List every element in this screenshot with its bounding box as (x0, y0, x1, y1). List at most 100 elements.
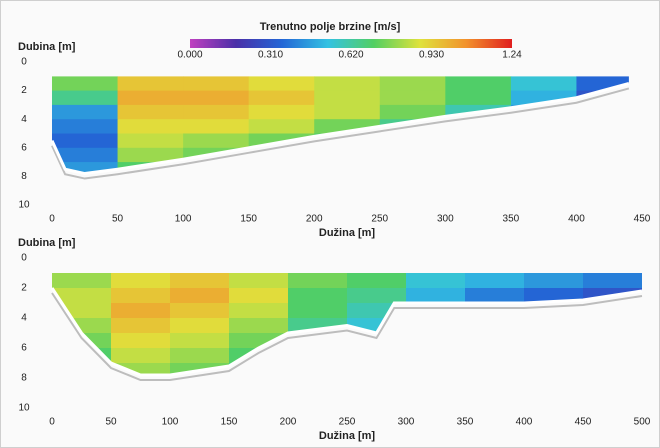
x-tick-label: 350 (457, 417, 474, 428)
velocity-cell (445, 76, 512, 92)
x-tick-label: 450 (575, 417, 592, 428)
x-tick-label: 150 (221, 417, 238, 428)
velocity-cell (170, 318, 230, 334)
velocity-cell (229, 318, 289, 334)
x-tick-label: 50 (105, 417, 117, 428)
x-tick-label: 500 (634, 417, 651, 428)
velocity-cell (52, 90, 119, 106)
velocity-cell (183, 119, 250, 134)
colorbar-tick-label: 0.000 (177, 50, 202, 61)
colorbar-tick-label: 0.930 (419, 50, 444, 61)
x-tick-label: 0 (49, 214, 55, 225)
velocity-cell (117, 119, 184, 134)
x-tick-label: 50 (112, 214, 124, 225)
velocity-cell (314, 90, 381, 106)
velocity-cell (52, 133, 119, 149)
velocity-cell (465, 288, 525, 304)
velocity-cell (445, 90, 512, 106)
velocity-cell (117, 76, 184, 92)
velocity-cell (379, 90, 446, 106)
velocity-cell (170, 333, 230, 349)
y-tick-label: 6 (21, 343, 27, 354)
velocity-cell (347, 273, 407, 289)
y-tick-label: 2 (21, 85, 27, 96)
velocity-cell (111, 333, 171, 349)
velocity-cell (111, 288, 171, 304)
velocity-cell (229, 273, 289, 289)
colorbar-tick-label: 0.310 (258, 50, 283, 61)
x-tick-label: 100 (175, 214, 192, 225)
velocity-cell (347, 288, 407, 304)
x-tick-label: 150 (240, 214, 257, 225)
x-tick-label: 100 (162, 417, 179, 428)
velocity-cell (52, 147, 119, 163)
velocity-cell (183, 104, 250, 120)
velocity-cell (314, 76, 381, 92)
velocity-cell (117, 90, 184, 106)
velocity-cell (52, 288, 112, 304)
velocity-cell (229, 303, 289, 319)
velocity-cell (406, 288, 466, 304)
bed-line (50, 82, 630, 176)
y-tick-label: 10 (18, 200, 30, 211)
velocity-cell (170, 288, 230, 304)
velocity-cell (248, 104, 315, 120)
x-tick-label: 350 (503, 214, 520, 225)
velocity-cell (583, 273, 642, 289)
y-tick-label: 8 (21, 373, 27, 384)
velocity-cell (229, 288, 289, 304)
bed-shadow (51, 87, 630, 180)
y-tick-label: 4 (21, 114, 27, 125)
velocity-cell (183, 76, 250, 92)
velocity-cell (379, 104, 446, 120)
x-tick-label: 200 (280, 417, 297, 428)
velocity-cell (117, 147, 184, 163)
x-tick-label: 300 (398, 417, 415, 428)
x-tick-label: 300 (437, 214, 454, 225)
velocity-cell (170, 348, 230, 364)
y-tick-label: 4 (21, 313, 27, 324)
velocity-cell (406, 273, 466, 289)
velocity-cell (379, 76, 446, 92)
velocity-cell (524, 273, 584, 289)
velocity-cell (52, 76, 119, 92)
x-tick-label: 0 (49, 417, 55, 428)
velocity-cell (52, 119, 119, 134)
velocity-cell (314, 104, 381, 120)
velocity-cell (248, 119, 315, 134)
velocity-cell (52, 273, 112, 289)
y-tick-label: 8 (21, 171, 27, 182)
velocity-cell (111, 273, 171, 289)
x-tick-label: 400 (568, 214, 585, 225)
velocity-cell (52, 162, 119, 174)
velocity-cell (248, 76, 315, 92)
velocity-cell (183, 90, 250, 106)
velocity-cell (111, 318, 171, 334)
velocity-cell (117, 104, 184, 120)
x-tick-label: 400 (516, 417, 533, 428)
y-tick-label: 2 (21, 283, 27, 294)
x-tick-label: 450 (634, 214, 651, 225)
x-axis-label: Dužina [m] (319, 227, 376, 239)
velocity-cell (111, 348, 171, 364)
velocity-cell (170, 303, 230, 319)
velocity-cell (183, 133, 250, 149)
x-tick-label: 250 (371, 214, 388, 225)
bed-line (50, 287, 643, 377)
velocity-cell (510, 76, 577, 92)
velocity-cell (288, 288, 348, 304)
velocity-cell (111, 303, 171, 319)
x-axis-label: Dužina [m] (319, 430, 376, 442)
y-axis-label: Dubina [m] (18, 41, 76, 53)
x-tick-label: 250 (339, 417, 356, 428)
velocity-cell (288, 303, 348, 319)
colorbar-tick-label: 0.620 (338, 50, 363, 61)
bed-shadow (51, 292, 643, 381)
velocity-cell (170, 273, 230, 289)
y-axis-label: Dubina [m] (18, 237, 76, 249)
colorbar-title: Trenutno polje brzine [m/s] (260, 21, 401, 33)
colorbar-tick-label: 1.24 (502, 50, 522, 61)
velocity-cell (52, 104, 119, 120)
